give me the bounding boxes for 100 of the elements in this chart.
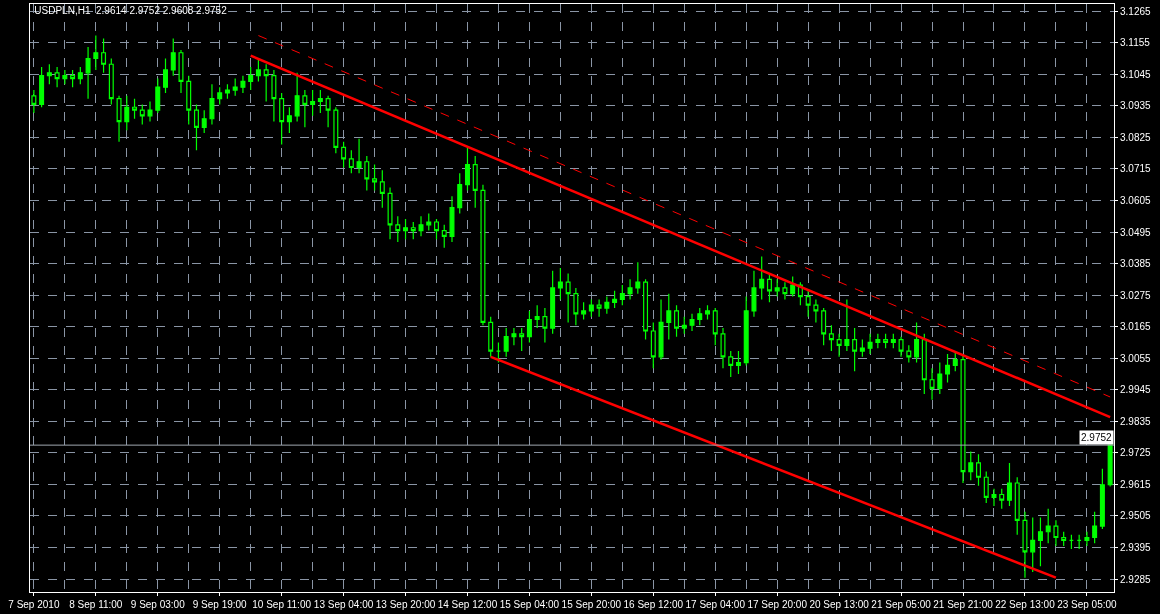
- candlestick: [565, 273, 571, 323]
- candlestick: [1099, 468, 1105, 530]
- candlestick: [1030, 516, 1036, 573]
- candlestick: [178, 49, 184, 94]
- y-tick-label: 3.0385: [1120, 258, 1152, 270]
- candlestick: [62, 69, 68, 85]
- candlestick: [449, 195, 455, 243]
- candlestick: [627, 278, 633, 301]
- candlestick: [906, 344, 912, 364]
- candlestick: [681, 316, 687, 335]
- candlestick: [550, 270, 556, 335]
- y-tick-label: 3.0165: [1120, 321, 1152, 333]
- y-tick-label: 3.0825: [1120, 131, 1152, 143]
- candlestick: [968, 450, 974, 481]
- candlestick: [619, 284, 625, 306]
- candlestick: [387, 186, 393, 240]
- candlestick: [976, 453, 981, 487]
- candlestick: [410, 221, 416, 240]
- candlestick: [689, 313, 695, 332]
- candlestick: [557, 267, 563, 301]
- candlestick: [108, 57, 114, 105]
- candlestick: [294, 72, 300, 123]
- candlestick: [1037, 516, 1043, 567]
- candlestick: [712, 307, 718, 346]
- candlestick: [635, 261, 641, 295]
- candlestick: [457, 172, 463, 214]
- x-tick-label: 15 Sep 04:00: [499, 599, 560, 610]
- candlestick: [697, 307, 703, 326]
- y-tick-label: 2.9725: [1120, 447, 1152, 459]
- candlestick: [511, 327, 517, 346]
- candlestick: [1107, 444, 1113, 488]
- candlestick: [751, 270, 757, 318]
- candlestick: [464, 146, 470, 192]
- candlestick: [612, 290, 618, 309]
- x-tick-label: 10 Sep 11:00: [252, 599, 312, 610]
- candlestick: [70, 69, 76, 88]
- y-tick-label: 3.0055: [1120, 352, 1152, 364]
- candlestick: [317, 89, 323, 114]
- candlestick: [147, 100, 153, 123]
- x-tick-label: 22 Sep 13:00: [995, 599, 1056, 610]
- candlestick: [588, 298, 594, 318]
- candlestick: [1084, 531, 1090, 547]
- candlestick: [232, 77, 238, 97]
- candlestick: [116, 95, 122, 143]
- y-tick-label: 3.1155: [1120, 37, 1151, 49]
- candlestick: [163, 57, 168, 94]
- candlestick: [774, 278, 780, 298]
- candlestick: [310, 89, 316, 117]
- x-tick-label: 13 Sep 20:00: [375, 599, 436, 610]
- candlestick: [596, 298, 602, 318]
- y-tick-label: 2.9395: [1120, 542, 1152, 554]
- y-tick-label: 3.1045: [1120, 68, 1152, 80]
- x-tick-label: 17 Sep 20:00: [747, 599, 808, 610]
- y-tick-label: 2.9615: [1120, 478, 1152, 490]
- candlestick: [209, 83, 215, 126]
- candlestick: [255, 57, 261, 83]
- candlestick: [604, 295, 610, 315]
- candlestick: [1092, 511, 1098, 544]
- candlestick: [735, 350, 741, 375]
- y-tick-label: 3.0495: [1120, 226, 1152, 238]
- candlestick: [999, 488, 1005, 510]
- candlestick: [155, 77, 161, 114]
- candlestick: [286, 106, 292, 134]
- candlestick: [1045, 508, 1051, 544]
- candlestick: [193, 103, 199, 151]
- candlestick: [434, 218, 439, 240]
- x-tick-label: 20 Sep 13:00: [809, 599, 870, 610]
- candlestick: [674, 304, 680, 338]
- candlestick: [519, 327, 525, 352]
- candlestick: [139, 103, 145, 126]
- y-tick-label: 2.9945: [1120, 384, 1152, 396]
- ref-line-label: 2.9752: [1081, 432, 1113, 443]
- candlestick: [39, 66, 45, 108]
- candlestick: [581, 301, 587, 321]
- candlestick: [983, 470, 989, 504]
- candlestick: [356, 138, 362, 174]
- candlestick: [480, 184, 486, 326]
- candlestick: [782, 281, 788, 301]
- candlestick: [852, 327, 858, 372]
- candlestick: [952, 350, 958, 372]
- candlestick: [495, 341, 501, 364]
- candlestick: [658, 298, 664, 361]
- candlestick: [348, 149, 354, 174]
- candlestick: [890, 333, 896, 349]
- candlestick: [728, 350, 734, 378]
- candlestick: [503, 327, 509, 358]
- candlestick: [960, 353, 966, 484]
- candlestick: [937, 361, 943, 395]
- candlestick: [395, 215, 401, 243]
- candlestick: [1006, 462, 1012, 507]
- x-tick-label: 7 Sep 2010: [8, 599, 60, 610]
- candlestick: [441, 224, 447, 249]
- candlestick: [54, 66, 60, 88]
- candlestick: [1076, 534, 1082, 550]
- candlestick: [186, 75, 192, 126]
- candlestick: [1022, 511, 1028, 579]
- x-tick-label: 21 Sep 05:00: [871, 599, 932, 610]
- candlestick: [1014, 476, 1020, 536]
- candlestick: [271, 69, 277, 123]
- candlestick: [821, 307, 827, 346]
